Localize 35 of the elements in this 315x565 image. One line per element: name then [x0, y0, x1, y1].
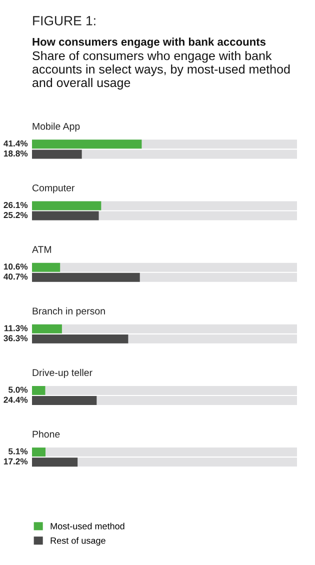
bar [32, 334, 128, 344]
bar [32, 396, 97, 406]
y-tick-label: Phone [32, 430, 60, 438]
bar [32, 324, 62, 334]
data-label: 5.0% [8, 386, 28, 393]
caption: FIGURE 1: [33, 16, 96, 26]
chart-title: How consumers engage with bank accounts [32, 38, 266, 48]
bar [32, 140, 142, 149]
y-tick-label: Drive-up teller [32, 368, 92, 378]
legend-label: Rest of usage [50, 537, 106, 546]
y-tick-label: Branch in person [32, 307, 105, 316]
data-label: 26.1% [4, 202, 28, 208]
y-tick-label: Computer [32, 184, 75, 194]
legend-label: Most-used method [50, 522, 124, 530]
bar [32, 448, 46, 457]
bar [32, 272, 140, 282]
y-tick-label: ATM [32, 246, 52, 253]
data-label: 41.4% [4, 140, 28, 146]
chart-subtitle: Share of consumers who engage with bank accounts in select ways, by most-used method and overall usage [32, 51, 290, 90]
data-label: 40.7% [4, 274, 28, 280]
bar [32, 262, 60, 272]
bar [32, 150, 82, 159]
bar [32, 201, 102, 210]
data-label: 24.4% [4, 396, 28, 403]
y-tick-label: Mobile App [32, 122, 80, 132]
bar [32, 386, 46, 395]
data-label: 17.2% [4, 458, 28, 464]
data-label: 36.3% [4, 335, 28, 342]
data-label: 18.8% [4, 150, 28, 157]
data-label: 10.6% [4, 264, 28, 270]
bar [32, 458, 78, 467]
data-label: 11.3% [4, 325, 28, 332]
data-label: 5.1% [8, 448, 28, 454]
bar [32, 211, 99, 220]
data-label: 25.2% [4, 212, 28, 218]
